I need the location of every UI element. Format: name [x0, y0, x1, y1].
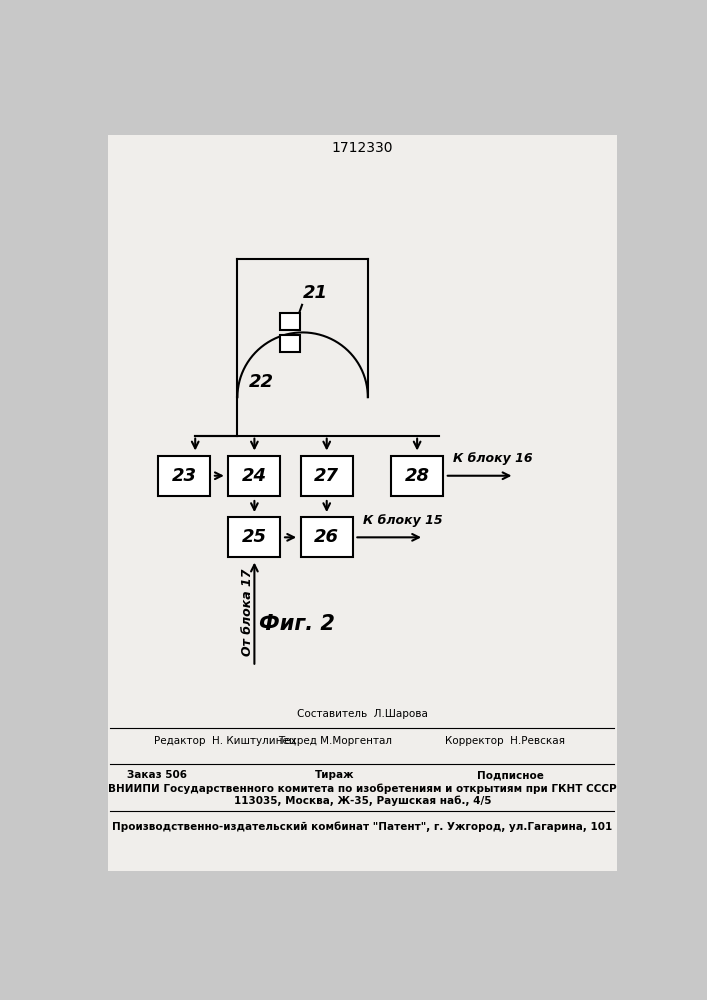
- Text: 25: 25: [242, 528, 267, 546]
- Bar: [391, 456, 443, 496]
- Text: Корректор  Н.Ревская: Корректор Н.Ревская: [445, 736, 565, 746]
- Text: Техред М.Моргентал: Техред М.Моргентал: [278, 736, 392, 746]
- Text: 23: 23: [172, 467, 197, 485]
- Text: Редактор  Н. Киштулинец: Редактор Н. Киштулинец: [154, 736, 296, 746]
- Text: 24: 24: [242, 467, 267, 485]
- Text: Тираж: Тираж: [315, 770, 355, 780]
- Text: 22: 22: [248, 373, 274, 391]
- Bar: [279, 335, 300, 352]
- Bar: [158, 456, 210, 496]
- Text: 113035, Москва, Ж-35, Раушская наб., 4/5: 113035, Москва, Ж-35, Раушская наб., 4/5: [233, 795, 491, 806]
- Text: Фиг. 2: Фиг. 2: [259, 614, 334, 634]
- Text: 1712330: 1712330: [332, 141, 393, 155]
- Text: 27: 27: [314, 467, 339, 485]
- Text: 21: 21: [303, 284, 328, 302]
- Bar: [300, 517, 353, 557]
- Text: Заказ 506: Заказ 506: [127, 770, 187, 780]
- Text: К блоку 15: К блоку 15: [363, 514, 443, 527]
- Bar: [279, 313, 300, 330]
- Text: От блока 17: От блока 17: [241, 568, 255, 656]
- Bar: [300, 456, 353, 496]
- Bar: [228, 456, 281, 496]
- Text: ВНИИПИ Государственного комитета по изобретениям и открытиям при ГКНТ СССР: ВНИИПИ Государственного комитета по изоб…: [108, 784, 617, 794]
- Text: 28: 28: [404, 467, 430, 485]
- Text: К блоку 16: К блоку 16: [453, 452, 532, 465]
- Text: Составитель  Л.Шарова: Составитель Л.Шарова: [297, 709, 428, 719]
- Text: Производственно-издательский комбинат "Патент", г. Ужгород, ул.Гагарина, 101: Производственно-издательский комбинат "П…: [112, 822, 612, 832]
- Text: 26: 26: [314, 528, 339, 546]
- Bar: [228, 517, 281, 557]
- Text: Подписное: Подписное: [477, 770, 544, 780]
